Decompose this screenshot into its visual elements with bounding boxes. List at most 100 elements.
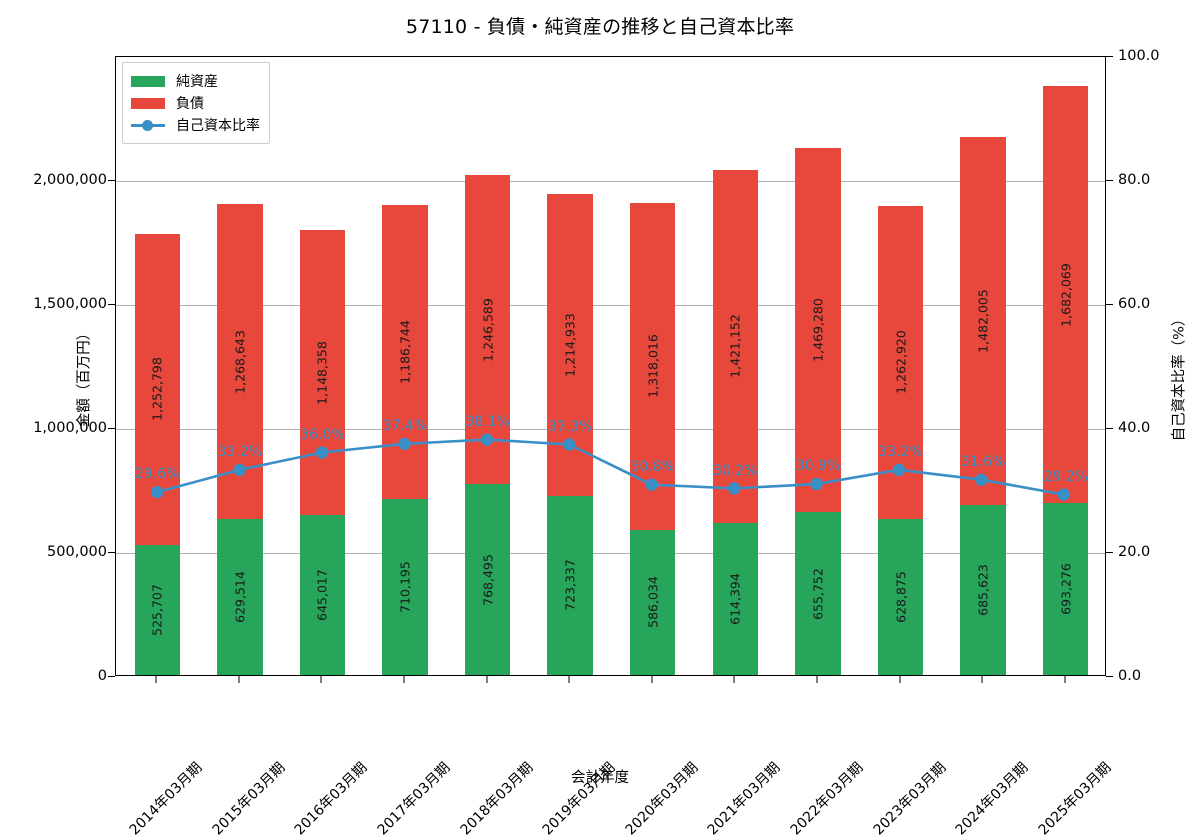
bar-segment-net-assets[interactable]: 693,276 xyxy=(1042,503,1089,675)
x-axis-tick-mark xyxy=(486,676,488,683)
bar-segment-net-assets[interactable]: 614,394 xyxy=(712,522,759,675)
ratio-value-label: 37.3% xyxy=(547,418,593,435)
y-axis-right-tick-label: 80.0 xyxy=(1118,172,1151,188)
bar-segment-net-assets[interactable]: 586,034 xyxy=(630,529,676,675)
bar-segment-net-assets[interactable]: 655,752 xyxy=(795,512,841,675)
y-axis-right-tick-label: 40.0 xyxy=(1118,420,1151,436)
chart-legend: 純資産負債自己資本比率 xyxy=(122,62,270,144)
y-axis-left-tick-label: 500,000 xyxy=(47,544,107,560)
ratio-value-label: 30.9% xyxy=(795,458,841,475)
ratio-marker[interactable] xyxy=(810,477,823,491)
y-axis-left-tick-label: 0 xyxy=(97,668,107,684)
bar-segment-net-assets[interactable]: 685,623 xyxy=(960,504,1006,675)
x-axis-label: 会計年度 xyxy=(571,770,629,786)
y-axis-right-tick-mark xyxy=(1106,428,1113,429)
ratio-value-label: 29.6% xyxy=(135,466,180,483)
y-axis-right-tick-label: 0.0 xyxy=(1118,668,1142,684)
bar-segment-net-assets[interactable]: 629,514 xyxy=(217,518,263,675)
ratio-value-label: 36.0% xyxy=(300,426,345,443)
gridline xyxy=(116,429,1105,430)
y-axis-left-tick-mark xyxy=(108,552,115,553)
gridline xyxy=(116,305,1105,306)
bar-group[interactable]: 586,034 1,318,016 xyxy=(630,55,676,675)
ratio-marker[interactable] xyxy=(645,478,658,491)
legend-item[interactable]: 自己資本比率 xyxy=(131,114,260,136)
bar-group[interactable]: 685,623 1,482,005 xyxy=(960,55,1006,675)
bar-segment-net-assets[interactable]: 525,707 xyxy=(134,544,180,675)
y-axis-right-tick-mark xyxy=(1106,304,1113,305)
legend-line-marker-icon xyxy=(131,118,165,132)
x-axis-tick-mark xyxy=(733,676,735,683)
x-axis-tick-mark xyxy=(568,676,570,683)
bar-segment-liabilities[interactable]: 1,421,152 xyxy=(712,170,759,523)
legend-item[interactable]: 純資産 xyxy=(131,70,260,92)
y-axis-left-tick-mark xyxy=(108,180,115,181)
bar-segment-liabilities[interactable]: 1,682,069 xyxy=(1042,85,1089,504)
x-axis-tick-mark xyxy=(651,676,653,683)
y-axis-left-tick-label: 1,500,000 xyxy=(33,296,107,312)
gridline xyxy=(116,553,1105,554)
bar-group[interactable]: 723,337 1,214,933 xyxy=(547,55,593,675)
ratio-value-label: 37.4% xyxy=(382,418,428,435)
bar-group[interactable]: 768,495 1,246,589 xyxy=(464,55,511,675)
legend-color-swatch xyxy=(131,75,165,87)
ratio-marker[interactable] xyxy=(563,438,576,451)
bar-group[interactable]: 655,752 1,469,280 xyxy=(795,55,841,675)
ratio-marker[interactable] xyxy=(233,463,246,477)
bar-segment-net-assets[interactable]: 710,195 xyxy=(382,498,428,675)
bar-segment-net-assets[interactable]: 628,875 xyxy=(877,519,924,675)
bar-segment-net-assets[interactable]: 723,337 xyxy=(547,495,593,675)
ratio-marker[interactable] xyxy=(892,463,906,477)
ratio-marker[interactable] xyxy=(315,446,329,459)
y-axis-left-tick-label: 1,000,000 xyxy=(33,420,107,436)
chart-title: 57110 - 負債・純資産の推移と自己資本比率 xyxy=(405,16,795,38)
ratio-value-label: 30.8% xyxy=(630,459,676,476)
y-axis-right-tick-mark xyxy=(1106,552,1113,553)
legend-item[interactable]: 負債 xyxy=(131,92,260,114)
ratio-line-path xyxy=(156,438,1065,496)
x-axis-tick-mark xyxy=(981,676,983,683)
ratio-value-label: 30.2% xyxy=(713,462,758,479)
bar-segment-net-assets[interactable]: 645,017 xyxy=(299,515,346,675)
x-axis-tick-mark xyxy=(899,676,901,683)
bar-group[interactable]: 614,394 1,421,152 xyxy=(712,55,759,675)
y-axis-right-tick-mark xyxy=(1106,180,1113,181)
x-axis-tick-mark xyxy=(1064,676,1066,683)
y-axis-left-tick-mark xyxy=(108,676,115,677)
ratio-marker[interactable] xyxy=(480,433,494,446)
chart-figure: 57110 - 負債・純資産の推移と自己資本比率 金額（百万円） 自己資本比率（… xyxy=(33,16,1188,839)
ratio-value-label: 33.2% xyxy=(878,444,923,461)
legend-color-swatch xyxy=(131,97,165,109)
ratio-value-label: 33.2% xyxy=(217,444,263,461)
bar-segment-liabilities[interactable]: 1,148,358 xyxy=(299,230,346,516)
ratio-marker[interactable] xyxy=(727,482,741,495)
y-axis-right-tick-mark xyxy=(1106,676,1113,677)
y-axis-right-tick-label: 60.0 xyxy=(1118,296,1151,312)
bar-segment-liabilities[interactable]: 1,482,005 xyxy=(960,137,1006,505)
bar-segment-net-assets[interactable]: 768,495 xyxy=(464,484,511,675)
ratio-marker[interactable] xyxy=(1057,488,1070,501)
ratio-marker[interactable] xyxy=(398,437,411,451)
bar-group[interactable]: 693,276 1,682,069 xyxy=(1042,55,1089,675)
y-axis-right-tick-mark xyxy=(1106,56,1113,57)
gridline xyxy=(116,181,1105,182)
bar-segment-liabilities[interactable]: 1,469,280 xyxy=(795,148,841,513)
ratio-marker[interactable] xyxy=(151,485,164,499)
x-axis-tick-mark xyxy=(238,676,240,683)
bar-segment-liabilities[interactable]: 1,246,589 xyxy=(464,175,511,485)
ratio-line-series xyxy=(151,433,1070,501)
y-axis-left-tick-label: 2,000,000 xyxy=(33,172,107,188)
ratio-value-label: 38.1% xyxy=(465,413,510,430)
ratio-marker[interactable] xyxy=(975,473,988,486)
x-axis-tick-mark xyxy=(320,676,322,683)
legend-item-label: 自己資本比率 xyxy=(176,118,260,134)
x-axis-tick-mark xyxy=(155,676,157,683)
legend-item-label: 負債 xyxy=(176,96,204,112)
x-axis-tick-mark xyxy=(816,676,818,683)
ratio-value-label: 29.2% xyxy=(1043,468,1088,485)
plot-area: 525,707 1,252,798 629,514 1,268,643 645,017 1… xyxy=(115,56,1106,676)
ratio-value-label: 31.6% xyxy=(960,454,1006,471)
x-axis-tick-mark xyxy=(403,676,405,683)
bar-segment-liabilities[interactable]: 1,318,016 xyxy=(630,202,676,530)
bar-group[interactable]: 645,017 1,148,358 xyxy=(299,55,346,675)
